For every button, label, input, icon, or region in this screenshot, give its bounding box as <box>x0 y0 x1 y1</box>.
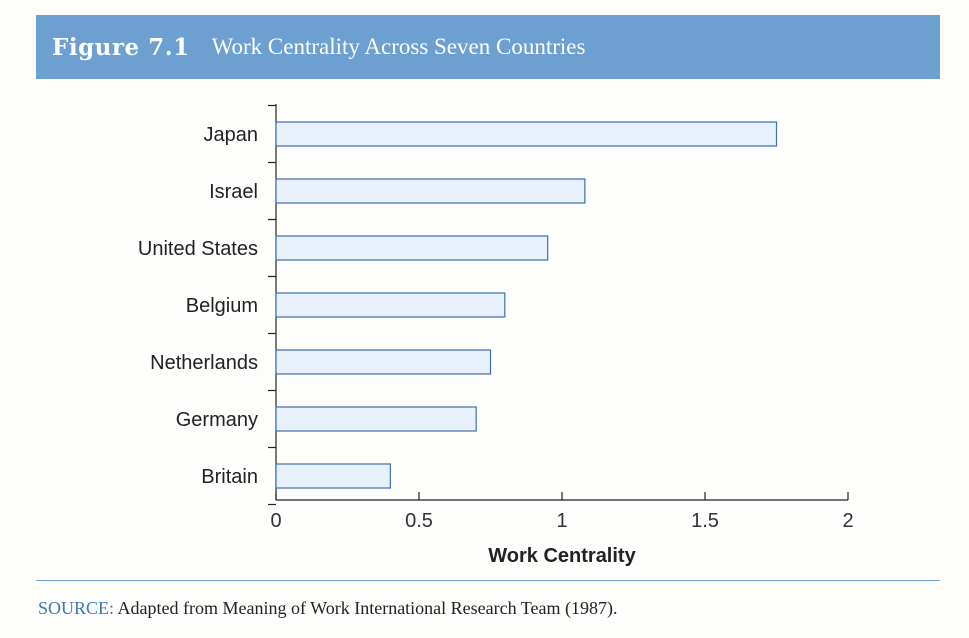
x-tick-label: 2 <box>842 510 853 532</box>
figure-number: Figure 7.1 <box>52 33 190 61</box>
category-label: Netherlands <box>150 352 258 374</box>
x-tick-label: 1 <box>556 510 567 532</box>
x-axis-title: Work Centrality <box>488 545 636 567</box>
category-label: Belgium <box>186 295 258 317</box>
bar-britain <box>275 463 392 489</box>
category-label: Britain <box>201 466 258 488</box>
figure-title: Work Centrality Across Seven Countries <box>211 34 586 59</box>
bar-israel <box>275 178 586 204</box>
source-divider <box>36 580 940 581</box>
category-label: Germany <box>176 409 258 431</box>
bar-belgium <box>275 292 506 318</box>
bar-united-states <box>275 235 549 261</box>
bar-japan <box>275 121 778 147</box>
bar-netherlands <box>275 349 492 375</box>
source-text: Adapted from Meaning of Work Internation… <box>117 598 618 618</box>
x-tick-label: 0 <box>270 510 281 532</box>
category-label: United States <box>138 238 258 260</box>
source-note: SOURCE: Adapted from Meaning of Work Int… <box>38 598 618 619</box>
bar-germany <box>275 406 477 432</box>
x-tick-label: 0.5 <box>405 510 433 532</box>
category-label: Japan <box>204 124 259 146</box>
figure-header: Figure 7.1 Work Centrality Across Seven … <box>36 15 940 79</box>
source-label: SOURCE: <box>38 598 115 618</box>
category-label: Israel <box>209 181 258 203</box>
x-tick-label: 1.5 <box>691 510 719 532</box>
